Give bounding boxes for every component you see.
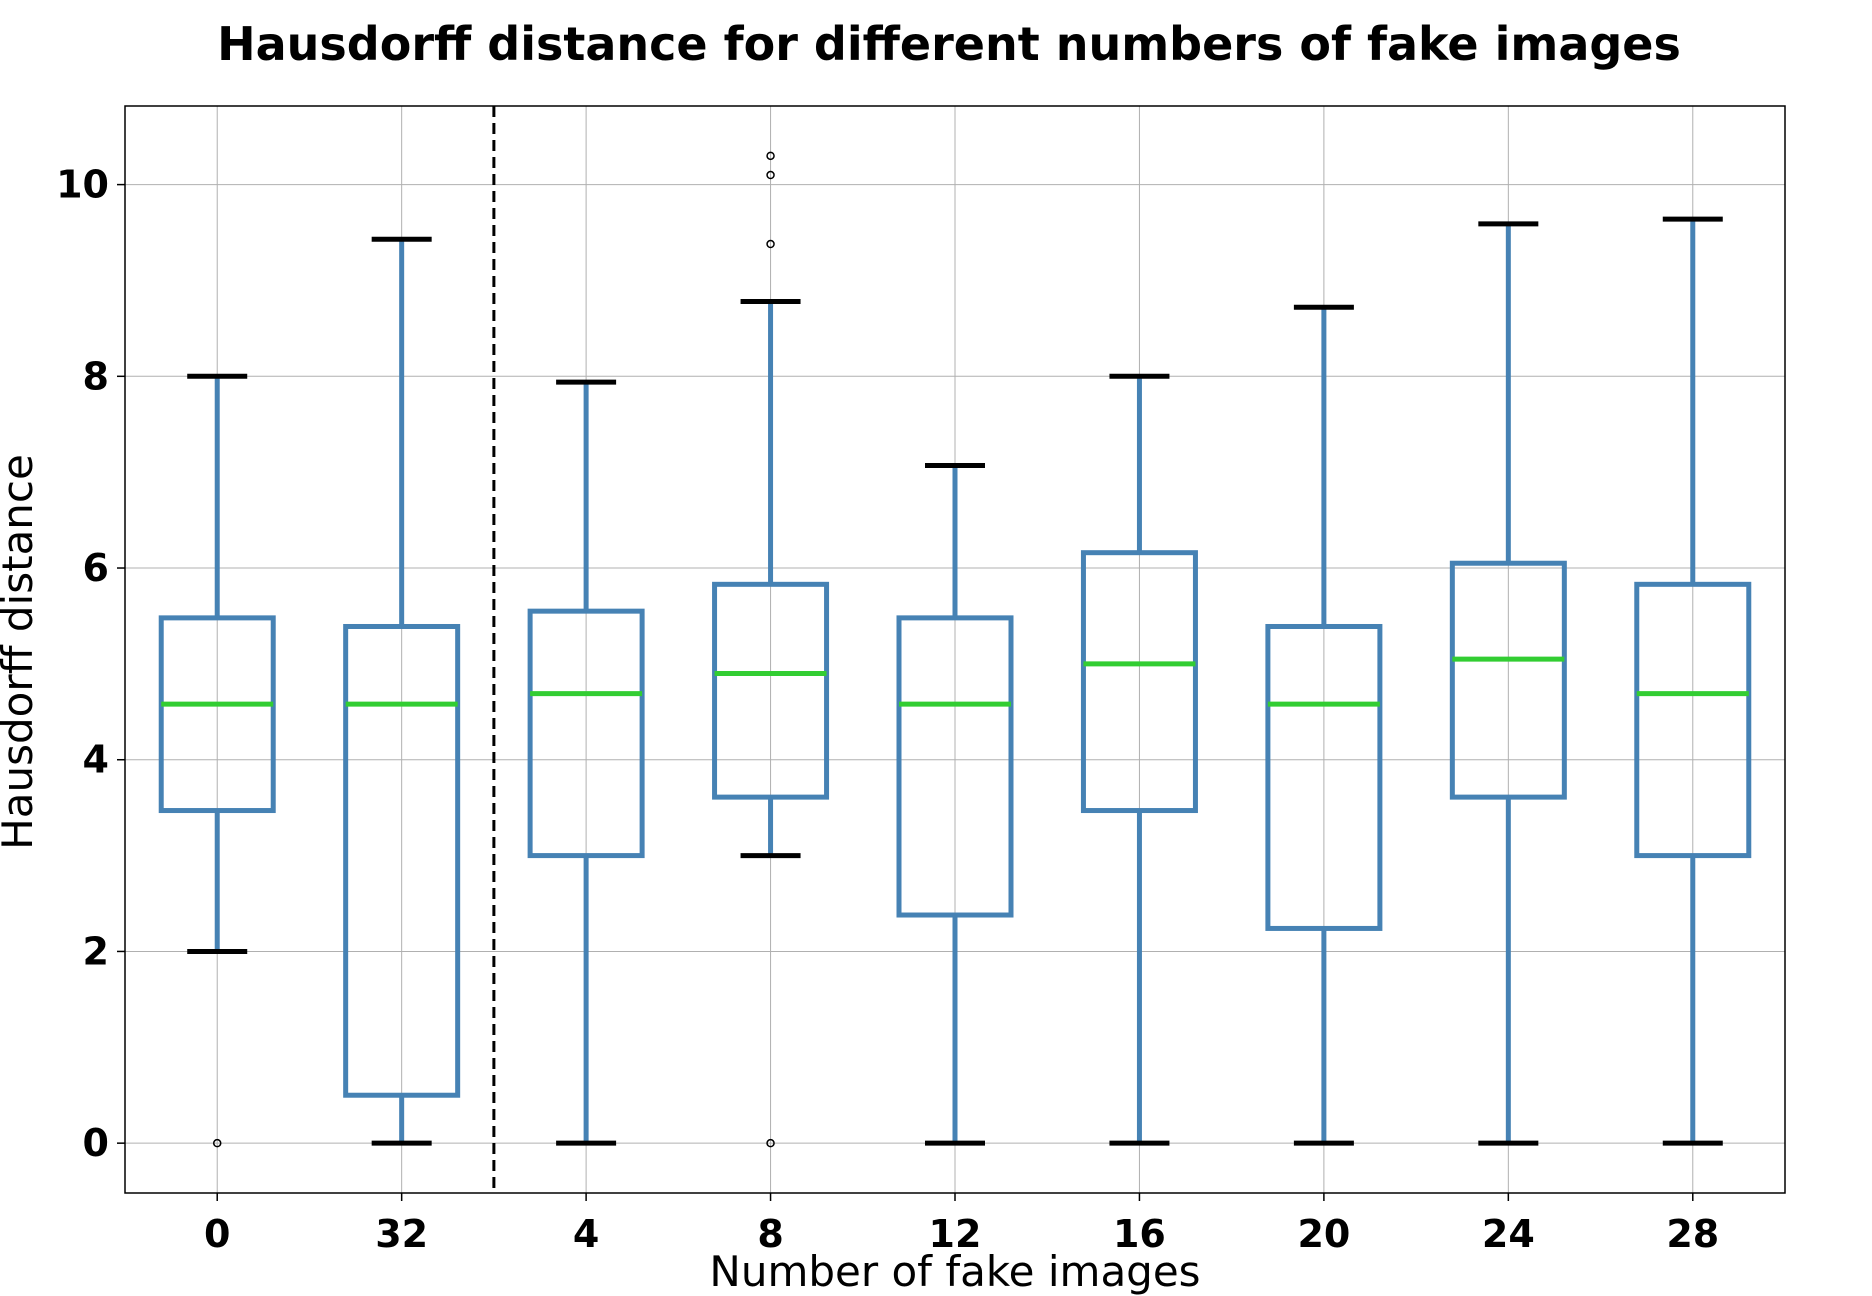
outlier-point: [766, 239, 775, 249]
box-iqr: [343, 623, 461, 1098]
x-tick-label: 8: [757, 1212, 783, 1256]
x-tick-label: 12: [929, 1212, 982, 1256]
x-tick-label: 20: [1297, 1212, 1350, 1256]
box-iqr: [1634, 581, 1752, 859]
y-tick-label: 4: [83, 738, 109, 782]
x-tick-label: 4: [573, 1212, 599, 1256]
x-tick-label: 16: [1113, 1212, 1166, 1256]
outlier-point: [766, 151, 775, 161]
y-tick-label: 10: [56, 163, 109, 207]
box-iqr: [712, 581, 830, 800]
x-tick-label: 32: [375, 1212, 428, 1256]
x-axis-label: Number of fake images: [709, 1247, 1200, 1296]
outlier-point: [766, 1138, 775, 1148]
box-iqr: [158, 615, 276, 814]
outlier-point: [212, 1138, 222, 1148]
x-tick-label: 0: [204, 1212, 230, 1256]
y-tick-label: 8: [83, 354, 109, 398]
box-iqr: [896, 615, 1014, 918]
x-tick-label: 28: [1666, 1212, 1719, 1256]
box-iqr: [1080, 550, 1198, 814]
box-iqr: [1449, 560, 1567, 800]
box-iqr: [1265, 623, 1383, 931]
chart-title: Hausdorff distance for different numbers…: [217, 17, 1681, 71]
box-iqr: [527, 608, 645, 859]
y-tick-label: 0: [83, 1121, 109, 1165]
y-axis-label: Hausdorff distance: [0, 454, 42, 850]
y-tick-label: 6: [83, 546, 109, 590]
x-tick-label: 24: [1482, 1212, 1535, 1256]
outlier-point: [766, 170, 775, 180]
y-tick-label: 2: [83, 929, 109, 973]
